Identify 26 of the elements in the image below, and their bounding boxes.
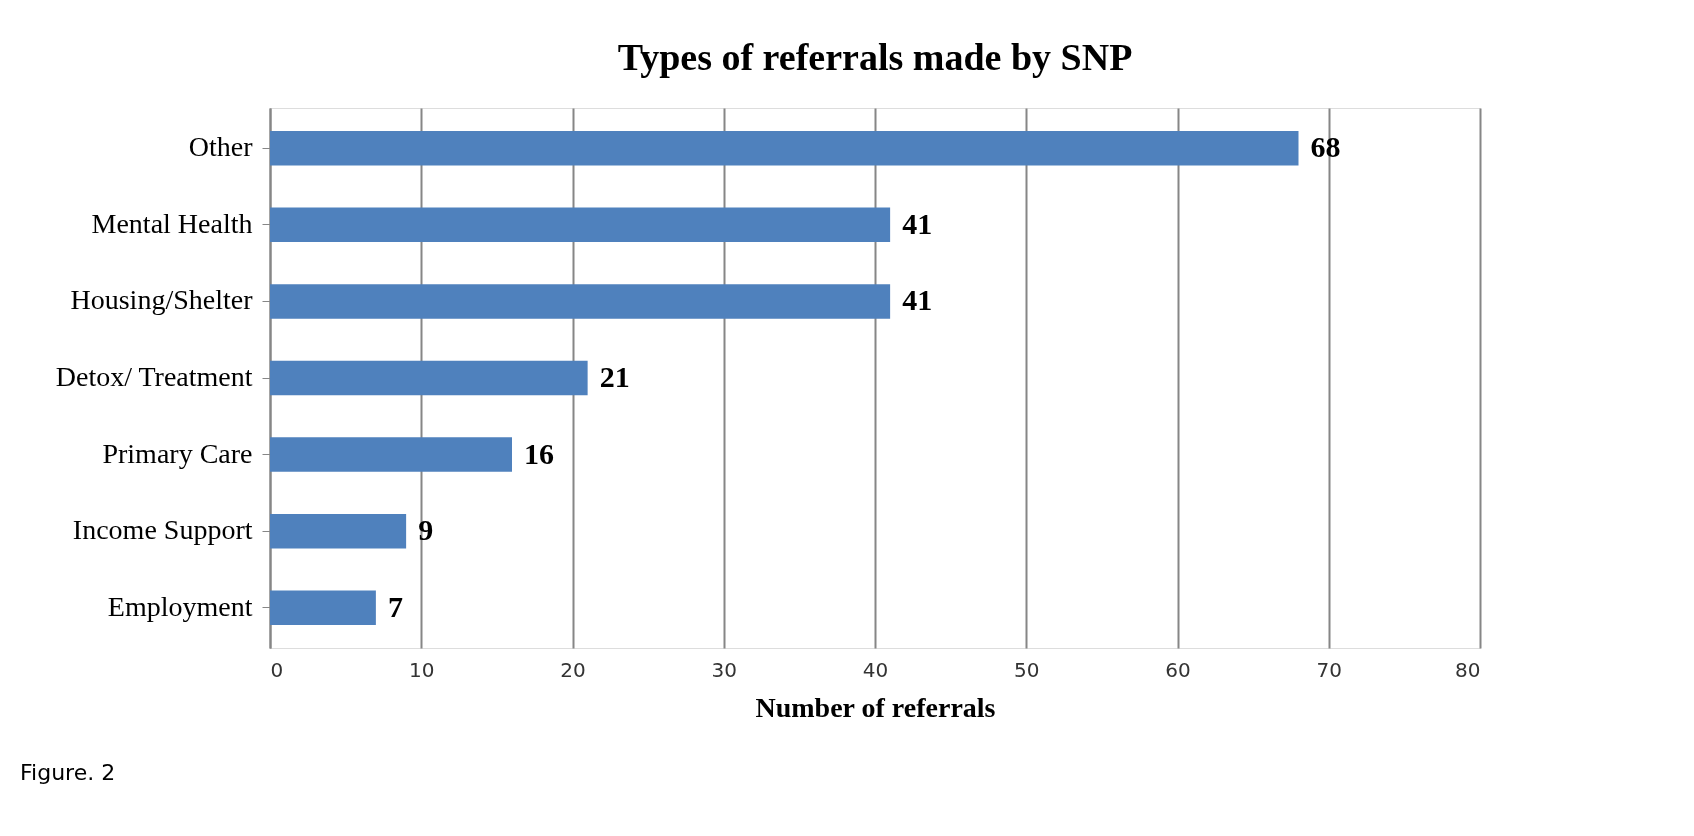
y-tick-label: Employment: [107, 590, 253, 622]
data-label: 68: [1310, 130, 1341, 164]
x-tick-label: 40: [862, 657, 889, 682]
y-tick-label: Mental Health: [91, 207, 253, 239]
data-label: 16: [524, 436, 554, 470]
x-tick-label: 70: [1316, 657, 1342, 682]
x-tick-label: 50: [1014, 657, 1040, 682]
x-axis-title: Number of referrals: [755, 691, 996, 723]
x-tick-label: 20: [560, 657, 586, 682]
data-label: 21: [599, 360, 630, 393]
data-label: 41: [902, 283, 933, 317]
data-label: 7: [387, 589, 403, 623]
x-tick-label: 10: [409, 657, 435, 682]
data-label: 41: [902, 206, 933, 240]
x-tick-label: 0: [270, 657, 284, 682]
y-tick-label: Primary Care: [102, 437, 253, 469]
y-tick-label: Income Support: [72, 514, 253, 546]
data-label: 9: [418, 513, 434, 547]
x-tick-label: 30: [711, 657, 737, 682]
y-tick-label: Other: [188, 131, 254, 163]
chart-title: Types of referrals made by SNP: [617, 36, 1133, 78]
y-tick-label: Detox/ Treatment: [55, 361, 253, 392]
y-tick-label: Housing/Shelter: [70, 284, 254, 316]
text: Figure. 2: [20, 760, 116, 785]
x-tick-label: 80: [1455, 657, 1481, 682]
x-tick-label: 60: [1165, 657, 1191, 682]
